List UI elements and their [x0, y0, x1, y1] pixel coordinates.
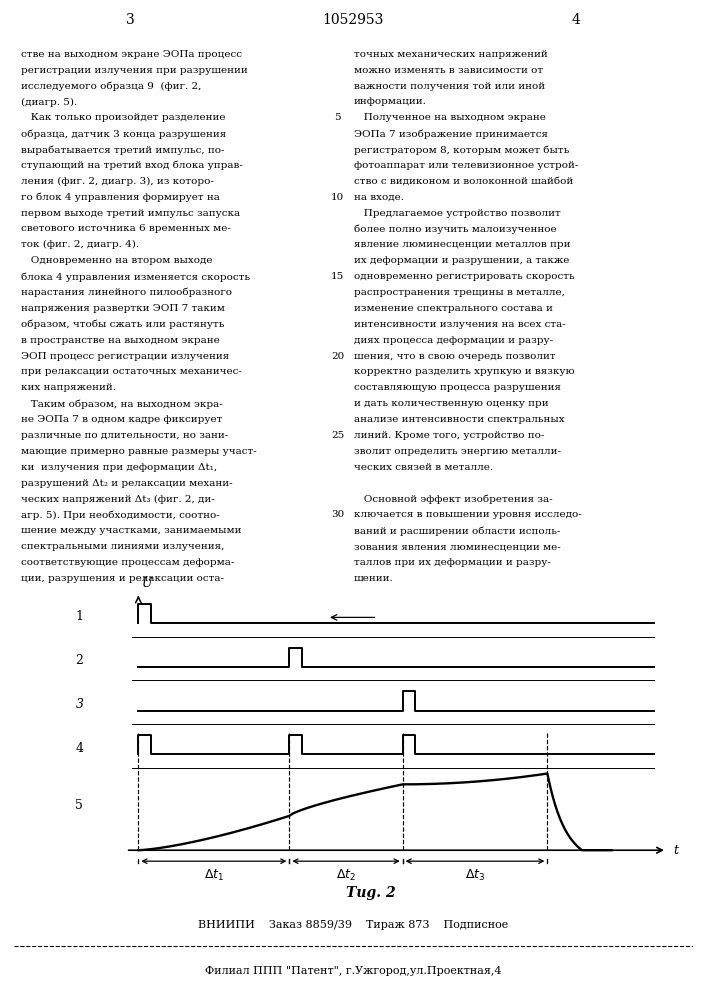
Text: регистратором 8, которым может быть: регистратором 8, которым может быть: [354, 145, 568, 155]
Text: составляющую процесса разрушения: составляющую процесса разрушения: [354, 383, 561, 392]
Text: ваний и расширении области исполь-: ваний и расширении области исполь-: [354, 526, 560, 536]
Text: зволит определить энергию металли-: зволит определить энергию металли-: [354, 447, 561, 456]
Text: 1: 1: [76, 610, 83, 623]
Text: нарастания линейного пилообразного: нарастания линейного пилообразного: [21, 288, 232, 297]
Text: 5: 5: [76, 799, 83, 812]
Text: ЭОП процесс регистрации излучения: ЭОП процесс регистрации излучения: [21, 352, 230, 361]
Text: Предлагаемое устройство позволит: Предлагаемое устройство позволит: [354, 209, 560, 218]
Text: $\Delta t_1$: $\Delta t_1$: [204, 868, 224, 883]
Text: ции, разрушения и релаксации оста-: ции, разрушения и релаксации оста-: [21, 574, 224, 583]
Text: 20: 20: [331, 352, 344, 361]
Text: ство с видиконом и волоконной шайбой: ство с видиконом и волоконной шайбой: [354, 177, 573, 186]
Text: 1052953: 1052953: [322, 13, 384, 27]
Text: анализе интенсивности спектральных: анализе интенсивности спектральных: [354, 415, 564, 424]
Text: зования явления люминесценции ме-: зования явления люминесценции ме-: [354, 542, 560, 551]
Text: шении.: шении.: [354, 574, 393, 583]
Text: и дать количественную оценку при: и дать количественную оценку при: [354, 399, 548, 408]
Text: ВНИИПИ    Заказ 8859/39    Тираж 873    Подписное: ВНИИПИ Заказ 8859/39 Тираж 873 Подписное: [199, 920, 508, 930]
Text: регистрации излучения при разрушении: регистрации излучения при разрушении: [21, 66, 248, 75]
Text: ток (фиг. 2, диагр. 4).: ток (фиг. 2, диагр. 4).: [21, 240, 139, 249]
Text: различные по длительности, но зани-: различные по длительности, но зани-: [21, 431, 228, 440]
Text: шение между участками, занимаемыми: шение между участками, занимаемыми: [21, 526, 242, 535]
Text: $\Delta t_3$: $\Delta t_3$: [464, 868, 485, 883]
Text: 4: 4: [571, 13, 580, 27]
Text: Одновременно на втором выходе: Одновременно на втором выходе: [21, 256, 213, 265]
Text: ческих напряжений Δt₃ (фиг. 2, ди-: ческих напряжений Δt₃ (фиг. 2, ди-: [21, 494, 215, 504]
Text: 2: 2: [76, 654, 83, 667]
Text: не ЭОПа 7 в одном кадре фиксирует: не ЭОПа 7 в одном кадре фиксирует: [21, 415, 223, 424]
Text: 3: 3: [76, 698, 83, 711]
Text: образом, чтобы сжать или растянуть: образом, чтобы сжать или растянуть: [21, 320, 225, 329]
Text: первом выходе третий импульс запуска: первом выходе третий импульс запуска: [21, 209, 240, 218]
Text: изменение спектрального состава и: изменение спектрального состава и: [354, 304, 552, 313]
Text: 30: 30: [331, 510, 344, 519]
Text: соответствующие процессам деформа-: соответствующие процессам деформа-: [21, 558, 235, 567]
Text: важности получения той или иной: важности получения той или иной: [354, 82, 544, 91]
Text: блока 4 управления изменяется скорость: блока 4 управления изменяется скорость: [21, 272, 250, 282]
Text: Полученное на выходном экране: Полученное на выходном экране: [354, 113, 545, 122]
Text: Как только произойдет разделение: Как только произойдет разделение: [21, 113, 226, 122]
Text: точных механических напряжений: точных механических напряжений: [354, 50, 547, 59]
Text: ления (фиг. 2, диагр. 3), из которо-: ления (фиг. 2, диагр. 3), из которо-: [21, 177, 214, 186]
Text: U: U: [141, 577, 152, 590]
Text: на входе.: на входе.: [354, 193, 404, 202]
Text: стве на выходном экране ЭОПа процесс: стве на выходном экране ЭОПа процесс: [21, 50, 243, 59]
Text: корректно разделить хрупкую и вязкую: корректно разделить хрупкую и вязкую: [354, 367, 574, 376]
Text: го блок 4 управления формирует на: го блок 4 управления формирует на: [21, 193, 220, 202]
Text: информации.: информации.: [354, 97, 426, 106]
Text: можно изменять в зависимости от: можно изменять в зависимости от: [354, 66, 543, 75]
Text: 5: 5: [334, 113, 341, 122]
Text: 25: 25: [331, 431, 344, 440]
Text: 15: 15: [331, 272, 344, 281]
Text: распространения трещины в металле,: распространения трещины в металле,: [354, 288, 564, 297]
Text: таллов при их деформации и разру-: таллов при их деформации и разру-: [354, 558, 550, 567]
Text: Филиал ППП "Патент", г.Ужгород,ул.Проектная,4: Филиал ППП "Патент", г.Ужгород,ул.Проект…: [205, 966, 502, 976]
Text: 10: 10: [331, 193, 344, 202]
Text: мающие примерно равные размеры участ-: мающие примерно равные размеры участ-: [21, 447, 257, 456]
Text: спектральными линиями излучения,: спектральными линиями излучения,: [21, 542, 225, 551]
Text: ких напряжений.: ких напряжений.: [21, 383, 116, 392]
Text: вырабатывается третий импульс, по-: вырабатывается третий импульс, по-: [21, 145, 225, 155]
Text: диях процесса деформации и разру-: диях процесса деформации и разру-: [354, 336, 553, 345]
Text: в пространстве на выходном экране: в пространстве на выходном экране: [21, 336, 220, 345]
Text: исследуемого образца 9  (фиг. 2,: исследуемого образца 9 (фиг. 2,: [21, 82, 201, 91]
Text: (диагр. 5).: (диагр. 5).: [21, 97, 78, 107]
Text: при релаксации остаточных механичес-: при релаксации остаточных механичес-: [21, 367, 242, 376]
Text: t: t: [673, 844, 678, 857]
Text: ключается в повышении уровня исследо-: ключается в повышении уровня исследо-: [354, 510, 581, 519]
Text: ЭОПа 7 изображение принимается: ЭОПа 7 изображение принимается: [354, 129, 547, 139]
Text: образца, датчик 3 конца разрушения: образца, датчик 3 конца разрушения: [21, 129, 226, 139]
Text: ческих связей в металле.: ческих связей в металле.: [354, 463, 493, 472]
Text: агр. 5). При необходимости, соотно-: агр. 5). При необходимости, соотно-: [21, 510, 220, 520]
Text: интенсивности излучения на всех ста-: интенсивности излучения на всех ста-: [354, 320, 566, 329]
Text: разрушений Δt₂ и релаксации механи-: разрушений Δt₂ и релаксации механи-: [21, 479, 233, 488]
Text: светового источника 6 временных ме-: светового источника 6 временных ме-: [21, 224, 231, 233]
Text: фотоаппарат или телевизионное устрой-: фотоаппарат или телевизионное устрой-: [354, 161, 578, 170]
Text: линий. Кроме того, устройство по-: линий. Кроме того, устройство по-: [354, 431, 544, 440]
Text: ступающий на третий вход блока управ-: ступающий на третий вход блока управ-: [21, 161, 243, 170]
Text: более полно изучить малоизученное: более полно изучить малоизученное: [354, 224, 556, 234]
Text: Таким образом, на выходном экра-: Таким образом, на выходном экра-: [21, 399, 223, 409]
Text: явление люминесценции металлов при: явление люминесценции металлов при: [354, 240, 570, 249]
Text: одновременно регистрировать скорость: одновременно регистрировать скорость: [354, 272, 574, 281]
Text: Τug. 2: Τug. 2: [346, 886, 396, 900]
Text: 4: 4: [76, 742, 83, 755]
Text: $\Delta t_2$: $\Delta t_2$: [336, 868, 356, 883]
Text: ки  излучения при деформации Δt₁,: ки излучения при деформации Δt₁,: [21, 463, 217, 472]
Text: 3: 3: [126, 13, 134, 27]
Text: шения, что в свою очередь позволит: шения, что в свою очередь позволит: [354, 352, 555, 361]
Text: напряжения развертки ЭОП 7 таким: напряжения развертки ЭОП 7 таким: [21, 304, 225, 313]
Text: их деформации и разрушении, а также: их деформации и разрушении, а также: [354, 256, 569, 265]
Text: Основной эффект изобретения за-: Основной эффект изобретения за-: [354, 494, 552, 504]
